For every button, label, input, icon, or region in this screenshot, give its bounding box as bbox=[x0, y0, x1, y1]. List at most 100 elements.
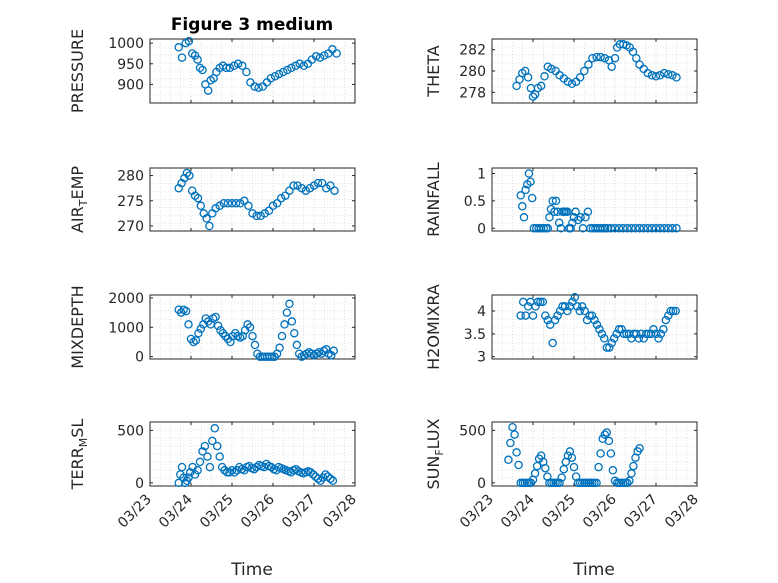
x-tick-label: 03/24 bbox=[498, 491, 538, 531]
y-tick-label: 0 bbox=[477, 221, 486, 237]
y-tick-label: 950 bbox=[117, 57, 144, 73]
data-point bbox=[196, 201, 206, 211]
data-point bbox=[614, 224, 624, 233]
xlabel-right: Time bbox=[572, 560, 615, 580]
y-tick-label: 282 bbox=[459, 43, 486, 59]
subplot-2: 282 280 278 THETA bbox=[424, 38, 698, 104]
data-point bbox=[602, 428, 612, 437]
data-point bbox=[287, 63, 296, 73]
data-point bbox=[587, 311, 597, 320]
data-point bbox=[664, 224, 673, 233]
data-point bbox=[195, 63, 205, 73]
data-point bbox=[233, 59, 243, 69]
data-point bbox=[538, 297, 548, 307]
data-point bbox=[570, 293, 580, 302]
data-point bbox=[608, 466, 618, 475]
data-point bbox=[606, 224, 616, 233]
data-point bbox=[266, 73, 276, 83]
data-point bbox=[254, 83, 263, 92]
data-point bbox=[526, 177, 535, 186]
y-tick-label: 278 bbox=[459, 85, 486, 101]
data-point bbox=[563, 306, 572, 316]
data-point bbox=[290, 328, 299, 338]
data-point bbox=[659, 224, 669, 233]
y-tick-label: 500 bbox=[459, 423, 486, 439]
data-point bbox=[311, 52, 321, 61]
data-point bbox=[568, 297, 577, 307]
x-tick-label: 03/25 bbox=[197, 492, 237, 532]
data-point bbox=[190, 470, 200, 479]
data-point bbox=[521, 185, 530, 195]
y-tick-label: 275 bbox=[117, 194, 144, 210]
data-point bbox=[632, 53, 641, 63]
x-tick-label: 03/27 bbox=[621, 492, 661, 532]
data-point bbox=[600, 334, 609, 343]
data-point bbox=[270, 71, 280, 81]
subplot-7: 03/23 03/24 03/25 03/26 03/27 03/28 500 0 TERRMS… bbox=[68, 419, 360, 532]
data-point bbox=[617, 325, 626, 334]
data-point bbox=[231, 199, 241, 208]
data-point bbox=[205, 462, 215, 472]
data-point bbox=[646, 329, 656, 339]
data-point bbox=[580, 306, 589, 316]
data-point bbox=[551, 196, 561, 206]
data-point bbox=[281, 191, 290, 200]
xlabel-left: Time bbox=[230, 560, 273, 580]
y-axis-label: H2OMIXRA bbox=[424, 284, 443, 370]
data-point bbox=[321, 470, 330, 479]
data-point bbox=[289, 181, 298, 190]
data-point bbox=[203, 86, 213, 95]
data-point bbox=[545, 213, 554, 222]
data-point bbox=[671, 306, 680, 316]
data-point bbox=[553, 311, 562, 320]
data-point bbox=[588, 53, 597, 63]
data-point bbox=[576, 213, 585, 222]
data-point bbox=[532, 461, 542, 471]
data-point bbox=[528, 311, 538, 320]
data-point bbox=[524, 169, 534, 178]
data-point bbox=[596, 449, 605, 458]
data-point bbox=[215, 452, 224, 461]
data-point bbox=[180, 173, 189, 183]
data-point bbox=[655, 224, 665, 233]
y-axis-label: MIXDEPTH bbox=[68, 285, 87, 368]
x-tick-label: 03/23 bbox=[115, 492, 155, 532]
data-point bbox=[540, 72, 549, 81]
data-point bbox=[649, 325, 658, 334]
y-tick-label: 280 bbox=[117, 169, 144, 185]
data-point bbox=[323, 472, 333, 481]
axes-box bbox=[149, 421, 356, 487]
y-tick-label: 1000 bbox=[108, 36, 144, 52]
data-point bbox=[639, 224, 648, 233]
data-point bbox=[506, 438, 515, 448]
data-point bbox=[205, 221, 214, 231]
data-point bbox=[668, 306, 678, 316]
data-point bbox=[242, 67, 251, 77]
data-point bbox=[607, 62, 616, 71]
data-point bbox=[185, 468, 195, 477]
data-point bbox=[213, 321, 223, 331]
data-point bbox=[285, 299, 294, 309]
data-point bbox=[317, 178, 327, 188]
data-point bbox=[527, 193, 537, 203]
data-point bbox=[651, 72, 661, 81]
data-point bbox=[329, 346, 338, 356]
data-point bbox=[504, 455, 513, 465]
data-point bbox=[610, 53, 620, 63]
data-point bbox=[575, 306, 584, 316]
data-point bbox=[635, 224, 644, 233]
data-point bbox=[182, 168, 192, 178]
data-point bbox=[230, 468, 239, 477]
x-tick-label: 03/28 bbox=[662, 492, 702, 532]
data-point bbox=[627, 224, 636, 233]
data-point bbox=[250, 82, 259, 91]
data-point bbox=[531, 302, 540, 311]
data-point bbox=[274, 69, 284, 79]
data-point bbox=[240, 196, 249, 206]
data-point bbox=[643, 68, 653, 78]
data-point bbox=[225, 468, 234, 477]
data-point bbox=[543, 224, 553, 233]
data-point bbox=[592, 52, 601, 62]
subplot-8: 03/23 03/24 03/25 03/26 03/27 03/28 500 0 SUNFLU… bbox=[424, 418, 702, 531]
